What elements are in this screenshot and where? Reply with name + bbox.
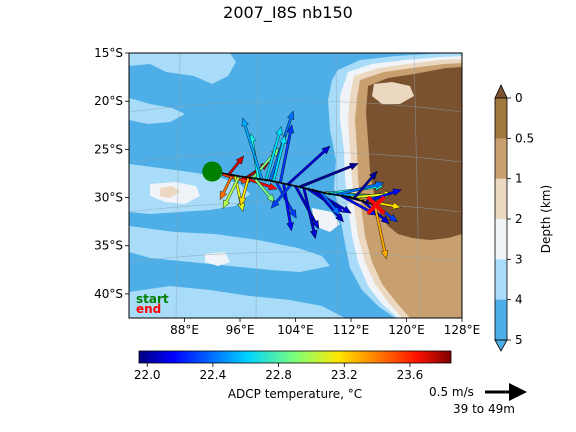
- y-tick-label: 40°S: [94, 287, 123, 301]
- adcp-vector: [286, 145, 331, 187]
- x-tick-label: 112°E: [333, 323, 370, 337]
- scale-arrow-label: 0.5 m/s: [429, 385, 474, 399]
- scale-depth-label: 39 to 49m: [453, 402, 515, 416]
- depth-tick-label: 5: [515, 333, 523, 347]
- y-axis: 15°S 20°S 25°S 30°S 35°S 40°S: [94, 46, 129, 301]
- adcp-vector: [278, 124, 295, 184]
- temp-tick-label: 23.2: [331, 368, 358, 382]
- adcp-vector: [239, 177, 250, 207]
- depth-colorbar-extend-top: [494, 84, 508, 99]
- y-tick-label: 20°S: [94, 94, 123, 108]
- depth-tick-label: 0: [515, 91, 523, 105]
- depth-colorbar-extend-bottom: [494, 339, 508, 352]
- x-tick-label: 128°E: [444, 323, 481, 337]
- adcp-vector: [298, 163, 359, 189]
- depth-colorbar-band: [495, 98, 507, 139]
- depth-colorbar-band: [495, 138, 507, 179]
- depth-tick-label: 0.5: [515, 131, 534, 145]
- adcp-vector: [302, 187, 318, 240]
- adcp-vector: [219, 175, 233, 201]
- adcp-vector: [319, 190, 341, 216]
- adcp-vector: [373, 203, 389, 260]
- ship-track: [212, 170, 377, 207]
- adcp-vector: [271, 134, 287, 183]
- x-tick-label: 104°E: [277, 323, 314, 337]
- depth-tick-label: 2: [515, 212, 523, 226]
- y-tick-label: 25°S: [94, 142, 123, 156]
- x-tick-label: 88°E: [170, 323, 199, 337]
- adcp-vector: [352, 170, 378, 200]
- adcp-vector: [222, 176, 240, 209]
- adcp-vector: [270, 183, 292, 209]
- y-tick-label: 35°S: [94, 239, 123, 253]
- temp-tick-label: 22.8: [265, 368, 292, 382]
- adcp-vector: [264, 126, 283, 182]
- depth-colorbar-band: [495, 299, 507, 341]
- depth-colorbar-band: [495, 219, 507, 260]
- depth-tick-label: 4: [515, 293, 523, 307]
- y-tick-label: 30°S: [94, 191, 123, 205]
- end-marker: [366, 196, 385, 215]
- legend-end: end: [136, 302, 161, 316]
- bathymetry-map: [129, 53, 462, 318]
- adcp-vectors: [219, 110, 402, 260]
- adcp-vector: [254, 178, 276, 203]
- depth-tick-label: 3: [515, 252, 523, 266]
- x-axis: 88°E 96°E 104°E 112°E 120°E 128°E: [170, 318, 480, 337]
- adcp-vector: [241, 117, 264, 181]
- adcp-vector: [294, 185, 320, 230]
- depth-tick-label: 1: [515, 172, 523, 186]
- legend-start: start: [136, 292, 169, 306]
- depth-colorbar: 0 0.5 1 2 3 4 5 Depth (km): [494, 84, 553, 352]
- adcp-vector: [227, 155, 245, 177]
- depth-colorbar-band: [495, 178, 507, 220]
- temp-tick-label: 22.4: [200, 368, 227, 382]
- x-tick-label: 96°E: [226, 323, 255, 337]
- x-tick-label: 120°E: [388, 323, 425, 337]
- temp-tick-label: 22.0: [134, 368, 161, 382]
- start-marker: [202, 161, 223, 182]
- chart-title: 2007_I8S nb150: [223, 3, 353, 23]
- depth-colorbar-label: Depth (km): [539, 185, 553, 253]
- adcp-vector: [336, 181, 385, 197]
- temperature-colorbar-label: ADCP temperature, °C: [228, 387, 362, 401]
- depth-colorbar-band: [495, 259, 507, 300]
- temp-tick-label: 23.6: [397, 368, 424, 382]
- temperature-colorbar: 22.0 22.4 22.8 23.2 23.6 ADCP temperature, °…: [134, 350, 452, 401]
- y-tick-label: 15°S: [94, 46, 123, 60]
